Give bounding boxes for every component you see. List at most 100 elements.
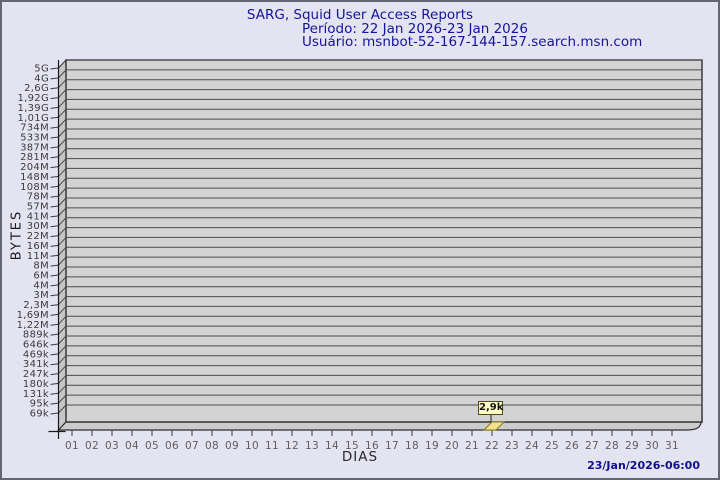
y-tick-mark — [50, 205, 59, 208]
y-tick-label: 148M — [20, 172, 49, 183]
x-tick-label: 28 — [605, 440, 619, 452]
gridline-wall-segment — [58, 246, 67, 256]
x-tick-label: 24 — [525, 440, 539, 452]
gridline-wall-segment — [58, 325, 67, 335]
y-tick-mark — [50, 254, 59, 257]
x-tick-label: 17 — [385, 440, 399, 452]
y-tick-mark — [50, 284, 59, 287]
y-tick-label: 889k — [23, 330, 49, 341]
y-tick-mark — [50, 106, 59, 109]
y-tick-label: 5G — [34, 64, 49, 75]
gridline-wall-segment — [58, 118, 67, 128]
gridline-wall-segment — [58, 69, 67, 79]
y-tick-label: 4M — [33, 280, 49, 291]
y-tick-mark — [50, 353, 59, 356]
y-tick-label: 6M — [33, 271, 49, 282]
y-tick-mark — [50, 402, 59, 405]
x-tick-label: 23 — [505, 440, 519, 452]
y-axis-title: BYTES — [9, 209, 25, 261]
y-tick-label: 1,92G — [17, 93, 49, 104]
gridline-wall-segment — [58, 187, 67, 197]
x-tick-label: 22 — [485, 440, 499, 452]
gridline-wall-segment — [58, 394, 67, 404]
y-tick-label: 22M — [27, 231, 49, 242]
y-tick-label: 281M — [20, 152, 49, 163]
gridline-wall-segment — [58, 217, 67, 227]
y-tick-mark — [50, 235, 59, 238]
x-tick-label: 05 — [145, 440, 159, 452]
x-tick-label: 06 — [165, 440, 179, 452]
y-tick-mark — [50, 304, 59, 307]
x-tick-label: 02 — [85, 440, 99, 452]
chart-plot-area — [65, 59, 703, 423]
x-tick-label: 04 — [125, 440, 139, 452]
x-tick-label: 15 — [345, 440, 359, 452]
gridline-wall-segment — [58, 306, 67, 315]
y-tick-label: 341k — [23, 359, 49, 370]
x-tick-label: 30 — [645, 440, 659, 452]
gridline-wall-segment — [58, 168, 67, 177]
y-tick-label: 180k — [23, 379, 49, 390]
x-tick-label: 08 — [205, 440, 219, 452]
x-axis-title: DIAS — [341, 449, 379, 465]
y-tick-mark — [50, 294, 59, 297]
y-tick-mark — [50, 382, 59, 385]
y-tick-mark — [50, 412, 59, 415]
y-tick-label: 11M — [27, 251, 49, 262]
y-tick-mark — [50, 264, 59, 267]
y-tick-label: 2,3M — [23, 300, 49, 311]
y-tick-label: 1,22M — [17, 320, 49, 331]
y-tick-label: 387M — [20, 142, 49, 153]
gridline-wall-segment — [58, 237, 67, 246]
y-tick-label: 1,39G — [17, 103, 49, 114]
y-tick-mark — [50, 87, 59, 90]
y-tick-mark — [50, 313, 59, 316]
x-tick-label: 01 — [65, 440, 79, 452]
y-tick-mark — [50, 225, 59, 228]
gridline-wall-segment — [58, 79, 67, 89]
x-tick-label: 25 — [545, 440, 559, 452]
gridline-wall-segment — [58, 404, 67, 414]
x-tick-label: 19 — [425, 440, 439, 452]
y-tick-label: 30M — [27, 221, 49, 232]
x-tick-label: 09 — [225, 440, 239, 452]
gridline-wall-segment — [58, 99, 67, 108]
y-tick-label: 469k — [23, 349, 49, 360]
y-tick-mark — [50, 185, 59, 188]
gridline-wall-segment — [58, 355, 67, 365]
x-tick-label: 21 — [465, 440, 479, 452]
gridline-wall-segment — [58, 335, 67, 345]
y-tick-label: 1,69M — [17, 310, 49, 321]
y-tick-mark — [50, 116, 59, 119]
x-tick-label: 14 — [325, 440, 339, 452]
y-tick-mark — [50, 363, 59, 366]
gridline-wall-segment — [58, 197, 67, 207]
y-tick-mark — [50, 67, 59, 70]
y-tick-label: 3M — [33, 290, 49, 301]
y-tick-mark — [50, 97, 59, 100]
y-tick-label: 533M — [20, 133, 49, 144]
gridline-wall-segment — [58, 138, 67, 148]
y-tick-mark — [50, 373, 59, 376]
gridline-wall-segment — [58, 158, 67, 167]
y-tick-label: 204M — [20, 162, 49, 173]
y-tick-mark — [50, 323, 59, 326]
report-user: Usuário: msnbot-52-167-144-157.search.ms… — [302, 34, 643, 50]
y-tick-label: 8M — [33, 261, 49, 272]
y-tick-label: 41M — [27, 211, 49, 222]
gridline-wall-segment — [58, 207, 67, 217]
x-tick-label: 10 — [245, 440, 259, 452]
x-tick-label: 31 — [665, 440, 679, 452]
y-tick-label: 1,01G — [17, 113, 49, 124]
y-tick-mark — [50, 136, 59, 139]
y-tick-label: 78M — [27, 192, 49, 203]
gridline-wall-segment — [58, 108, 67, 118]
gridline-wall-segment — [58, 345, 67, 355]
bar-value-label: 2,9k — [478, 401, 504, 415]
y-tick-mark — [50, 392, 59, 395]
gridline-wall-segment — [58, 227, 67, 236]
report-period: Período: 22 Jan 2026-23 Jan 2026 — [302, 21, 528, 37]
y-tick-label: 108M — [20, 182, 49, 193]
y-tick-label: 95k — [30, 399, 49, 410]
x-tick-label: 07 — [185, 440, 199, 452]
